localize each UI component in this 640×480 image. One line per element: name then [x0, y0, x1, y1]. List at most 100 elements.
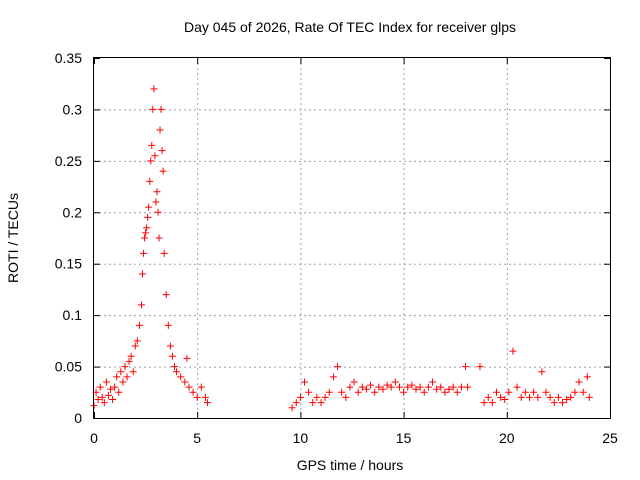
data-point: [567, 393, 575, 401]
data-point: [362, 385, 370, 393]
data-point: [155, 234, 163, 242]
data-point: [453, 388, 461, 396]
data-point: [484, 393, 492, 401]
data-point: [492, 388, 500, 396]
data-point: [164, 321, 172, 329]
data-point: [571, 388, 579, 396]
y-tick-label: 0.1: [63, 307, 83, 323]
data-point: [137, 301, 145, 309]
data-point: [145, 203, 153, 211]
data-point: [441, 388, 449, 396]
data-point: [96, 383, 104, 391]
data-point: [113, 373, 121, 381]
data-point: [338, 388, 346, 396]
x-tick-label: 5: [193, 430, 201, 446]
data-point: [350, 378, 358, 386]
data-point: [100, 399, 108, 407]
data-point: [546, 393, 554, 401]
data-point: [154, 208, 162, 216]
data-point: [400, 388, 408, 396]
data-point: [513, 383, 521, 391]
data-point: [371, 388, 379, 396]
data-point: [517, 393, 525, 401]
data-point: [346, 383, 354, 391]
data-point: [433, 385, 441, 393]
data-point: [305, 388, 313, 396]
data-point: [117, 368, 125, 376]
x-tick-label: 0: [90, 430, 98, 446]
data-point: [391, 378, 399, 386]
data-point: [457, 383, 465, 391]
data-point: [144, 213, 152, 221]
data-point: [480, 399, 488, 407]
x-tick-label: 15: [396, 430, 412, 446]
data-point: [534, 393, 542, 401]
data-point: [367, 381, 375, 389]
data-point: [168, 352, 176, 360]
x-tick-label: 25: [602, 430, 618, 446]
data-point: [152, 198, 160, 206]
data-point: [150, 85, 158, 93]
data-point: [301, 378, 309, 386]
data-point: [462, 363, 470, 371]
data-point: [204, 399, 212, 407]
y-tick-label: 0: [74, 410, 82, 426]
data-point: [135, 321, 143, 329]
data-point: [583, 373, 591, 381]
data-point: [354, 388, 362, 396]
chart-title: Day 045 of 2026, Rate Of TEC Index for r…: [184, 19, 516, 35]
data-point: [321, 393, 329, 401]
data-point: [201, 393, 209, 401]
data-point: [505, 388, 513, 396]
data-point: [408, 381, 416, 389]
data-point: [526, 393, 534, 401]
data-point: [156, 126, 164, 134]
data-point: [313, 393, 321, 401]
data-point: [94, 395, 102, 403]
data-point: [416, 383, 424, 391]
data-point: [412, 385, 420, 393]
y-axis-title: ROTI / TECUs: [5, 193, 21, 283]
y-tick-label: 0.15: [55, 256, 82, 272]
data-point: [158, 147, 166, 155]
plot-frame: [93, 57, 611, 419]
data-point: [123, 373, 131, 381]
data-point: [404, 383, 412, 391]
data-point: [119, 378, 127, 386]
data-point: [387, 383, 395, 391]
y-tick-label: 0.2: [63, 204, 83, 220]
data-point: [530, 388, 538, 396]
data-point: [383, 381, 391, 389]
data-point: [342, 393, 350, 401]
data-point: [563, 395, 571, 403]
data-point: [449, 383, 457, 391]
data-point: [177, 373, 185, 381]
data-point: [170, 363, 178, 371]
data-point: [143, 224, 151, 232]
data-point: [193, 393, 201, 401]
data-point: [142, 229, 150, 237]
x-tick-labels: 0 5 10 15 20 25: [90, 430, 618, 446]
grid: [94, 58, 610, 418]
data-point: [375, 383, 383, 391]
data-point: [329, 373, 337, 381]
data-point: [146, 177, 154, 185]
data-point: [554, 393, 562, 401]
data-point: [325, 388, 333, 396]
data-point: [151, 152, 159, 160]
data-point: [173, 368, 181, 376]
data-point: [428, 378, 436, 386]
data-point: [159, 167, 167, 175]
data-point: [104, 391, 112, 399]
data-point: [476, 363, 484, 371]
data-point: [185, 383, 193, 391]
data-point: [464, 383, 472, 391]
data-point: [521, 388, 529, 396]
data-point: [125, 357, 133, 365]
data-point: [579, 388, 587, 396]
y-tick-label: 0.25: [55, 153, 82, 169]
data-point: [157, 105, 165, 113]
data-point: [420, 388, 428, 396]
data-point: [379, 385, 387, 393]
